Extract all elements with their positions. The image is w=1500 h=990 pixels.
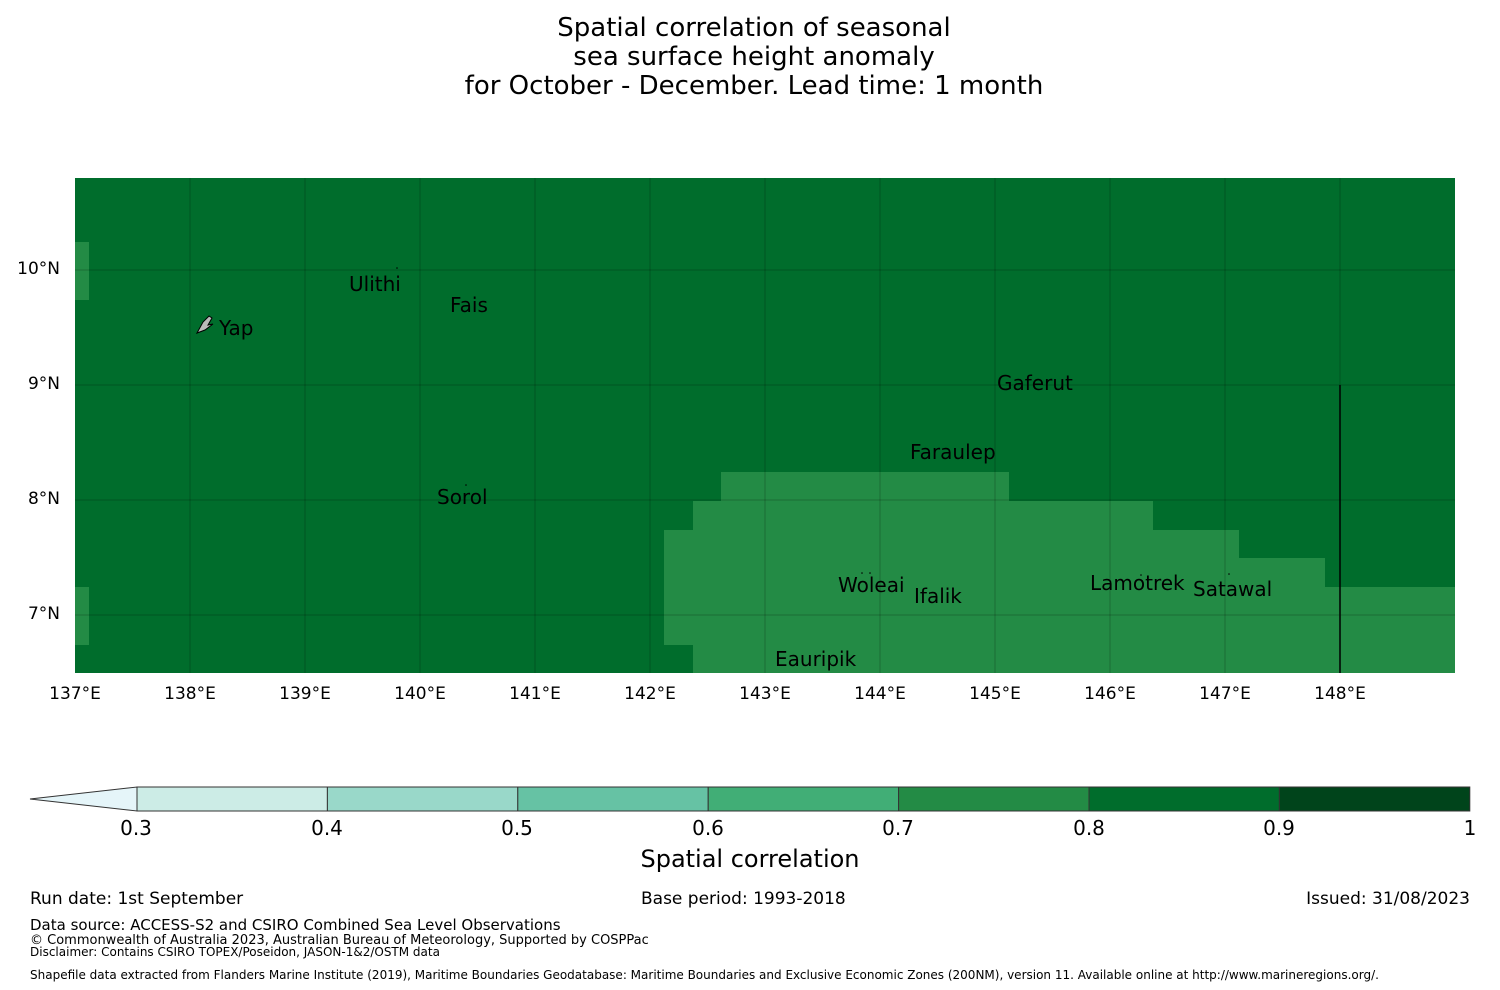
- correlation-map: [75, 178, 1455, 673]
- lat-label-9n: 9°N: [27, 374, 60, 394]
- lon-label-139e: 139°E: [279, 684, 331, 704]
- base-period: Base period: 1993-2018: [641, 889, 846, 909]
- place-label-sorol: Sorol: [437, 485, 488, 509]
- yap-island-shape: [195, 315, 214, 334]
- colorbar-segment: [707, 786, 900, 812]
- colorbar-tick-0-8: 0.8: [1073, 816, 1105, 840]
- edge-patch-north: [75, 242, 89, 300]
- lon-label-146e: 146°E: [1084, 684, 1136, 704]
- colorbar-segment: [1088, 786, 1280, 812]
- title-line-1: Spatial correlation of seasonal: [557, 13, 951, 43]
- colorbar-segment: [517, 786, 709, 812]
- gridlines: [75, 178, 1455, 673]
- colorbar-tick-1: 1: [1463, 816, 1477, 840]
- colorbar-tick-0-3: 0.3: [120, 816, 152, 840]
- place-label-woleai: Woleai: [838, 573, 905, 597]
- lon-label-140e: 140°E: [394, 684, 446, 704]
- lon-label-145e: 145°E: [969, 684, 1021, 704]
- colorbar-segment: [898, 786, 1090, 812]
- lon-label-144e: 144°E: [854, 684, 906, 704]
- colorbar-tick-0-6: 0.6: [692, 816, 724, 840]
- title-line-2: sea surface height anomaly: [573, 42, 935, 72]
- place-label-faraulep: Faraulep: [910, 440, 996, 464]
- colorbar-segment: [326, 786, 519, 812]
- lon-label-138e: 138°E: [164, 684, 216, 704]
- place-label-gaferut: Gaferut: [997, 371, 1073, 395]
- lon-label-148e: 148°E: [1314, 684, 1366, 704]
- lon-label-142e: 142°E: [624, 684, 676, 704]
- data-source: Data source: ACCESS-S2 and CSIRO Combine…: [30, 916, 561, 934]
- atoll-dots: [396, 267, 1230, 576]
- place-label-fais: Fais: [450, 293, 488, 317]
- lat-label-10n: 10°N: [17, 259, 60, 279]
- colorbar-extension-low: [29, 786, 138, 812]
- place-label-ifalik: Ifalik: [914, 584, 962, 608]
- colorbar-tick-0-5: 0.5: [501, 816, 533, 840]
- place-label-yap: Yap: [219, 316, 254, 340]
- lon-label-137e: 137°E: [49, 684, 101, 704]
- place-label-ulithi: Ulithi: [349, 272, 401, 296]
- chart-title: Spatial correlation of seasonal sea surf…: [0, 14, 1500, 101]
- place-label-satawal: Satawal: [1193, 577, 1273, 601]
- disclaimer: Disclaimer: Contains CSIRO TOPEX/Poseido…: [30, 945, 440, 959]
- edge-patch-south: [75, 587, 89, 645]
- colorbar-segments: [29, 786, 1471, 812]
- lon-label-147e: 147°E: [1199, 684, 1251, 704]
- colorbar-tick-0-4: 0.4: [311, 816, 343, 840]
- place-label-lamotrek: Lamotrek: [1090, 571, 1185, 595]
- issued-date: Issued: 31/08/2023: [1306, 889, 1470, 909]
- lat-label-8n: 8°N: [27, 489, 60, 509]
- colorbar-label: Spatial correlation: [640, 845, 860, 873]
- place-label-eauripik: Eauripik: [775, 647, 857, 671]
- correlation-band-0-7: [664, 472, 1455, 673]
- colorbar-segment: [136, 786, 328, 812]
- colorbar-tick-0-9: 0.9: [1263, 816, 1295, 840]
- copyright: © Commonwealth of Australia 2023, Austra…: [30, 933, 649, 948]
- colorbar-tick-0-7: 0.7: [882, 816, 914, 840]
- title-line-3: for October - December. Lead time: 1 mon…: [464, 71, 1044, 101]
- lon-label-143e: 143°E: [739, 684, 791, 704]
- lon-label-141e: 141°E: [509, 684, 561, 704]
- run-date: Run date: 1st September: [30, 889, 244, 909]
- shapefile-credit: Shapefile data extracted from Flanders M…: [30, 968, 1379, 982]
- colorbar-segment: [1278, 786, 1471, 812]
- lat-label-7n: 7°N: [27, 604, 60, 624]
